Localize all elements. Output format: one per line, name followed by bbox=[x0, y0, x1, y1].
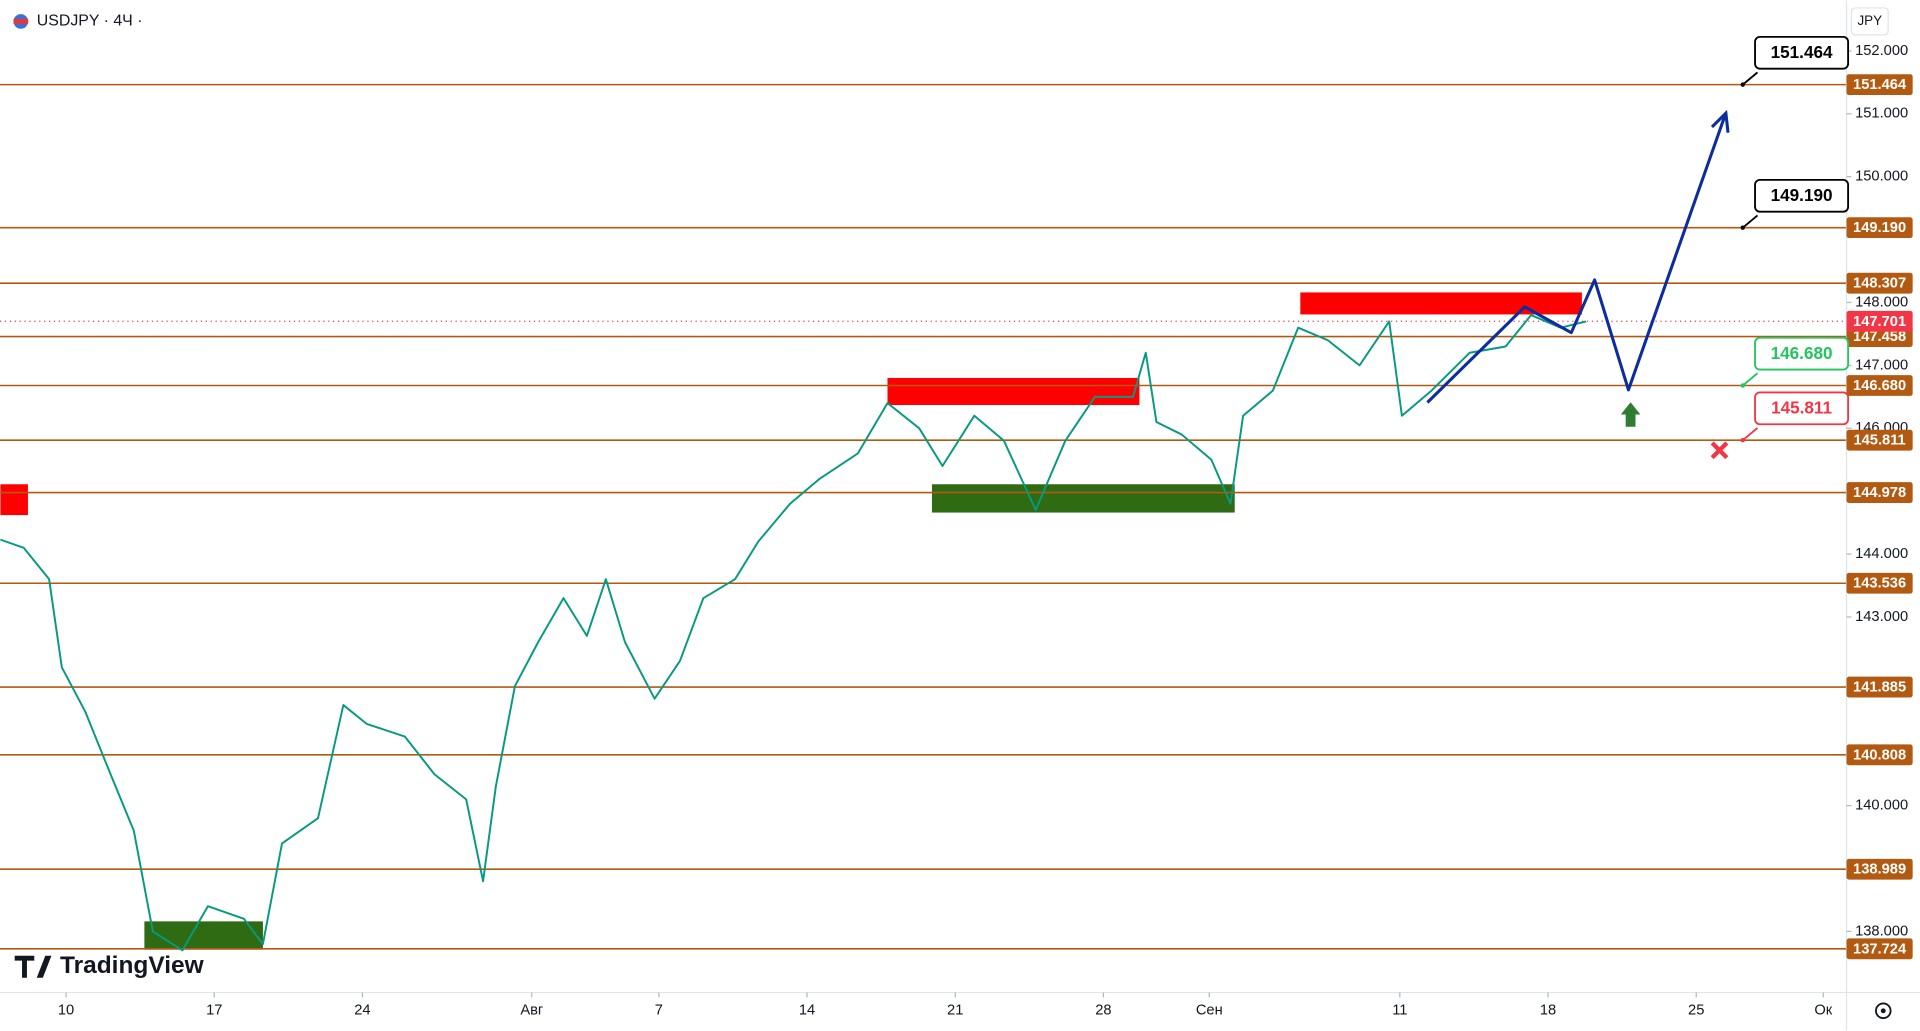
x-tick-label: Авг bbox=[520, 1003, 543, 1019]
level-label: 137.724 bbox=[1853, 941, 1907, 957]
callout-connector bbox=[1742, 214, 1759, 229]
callout-box bbox=[1754, 178, 1850, 213]
buy-arrow bbox=[1620, 402, 1641, 427]
callout-connector bbox=[1742, 427, 1759, 441]
x-tick-label: 21 bbox=[947, 1003, 963, 1019]
x-tick-label: 14 bbox=[799, 1003, 815, 1019]
x-tick-label: 11 bbox=[1392, 1003, 1407, 1019]
level-label-box bbox=[1846, 744, 1913, 766]
level-label: 151.464 bbox=[1853, 77, 1907, 93]
logo-mark bbox=[14, 955, 52, 978]
x-tick-label: 25 bbox=[1688, 1003, 1704, 1019]
currency: JPY bbox=[1857, 13, 1882, 28]
x-tick-label: 10 bbox=[58, 1003, 74, 1019]
level-label: 148.307 bbox=[1853, 276, 1906, 292]
projection-path bbox=[1426, 112, 1728, 404]
level-label-box bbox=[1846, 858, 1913, 880]
level-label: 149.190 bbox=[1853, 220, 1906, 236]
y-tick-label: 144.000 bbox=[1855, 546, 1908, 562]
callout-label: 146.680 bbox=[1771, 343, 1833, 363]
stop-cross bbox=[1710, 441, 1729, 460]
y-tick-label: 138.000 bbox=[1855, 923, 1908, 939]
gear[interactable] bbox=[1875, 1002, 1892, 1020]
callout-box bbox=[1754, 336, 1850, 371]
x-tick-label: Сен bbox=[1196, 1003, 1223, 1019]
level-label-box bbox=[1846, 272, 1913, 294]
level-label-box bbox=[1846, 375, 1913, 396]
y-tick-label: 148.000 bbox=[1855, 294, 1908, 310]
symbol-header: USDJPY · 4Ч · bbox=[13, 13, 143, 30]
x-tick-label: 28 bbox=[1095, 1003, 1111, 1019]
x-tick-label: Ок bbox=[1814, 1003, 1832, 1019]
brand-logo: TradingView bbox=[14, 952, 205, 979]
level-label: 138.989 bbox=[1853, 862, 1906, 878]
x-tick-label: 18 bbox=[1540, 1003, 1556, 1019]
level-label-box bbox=[1846, 676, 1913, 698]
flag-icon bbox=[13, 18, 29, 24]
projection-arrowhead bbox=[1710, 109, 1730, 133]
current-price-label: 147.701 bbox=[1853, 314, 1906, 330]
callout-label: 149.190 bbox=[1771, 185, 1833, 205]
price-line bbox=[0, 314, 1587, 952]
current-price-box bbox=[1846, 310, 1913, 332]
brand: TradingView bbox=[60, 952, 205, 979]
callout-label: 145.811 bbox=[1771, 397, 1832, 417]
level-label: 144.978 bbox=[1853, 485, 1906, 501]
level-label-box bbox=[1846, 217, 1913, 239]
level-label-box bbox=[1846, 938, 1913, 960]
zone bbox=[931, 484, 1235, 513]
zone bbox=[0, 484, 28, 516]
level-label: 143.536 bbox=[1853, 576, 1906, 592]
callout-connector bbox=[1742, 372, 1759, 387]
x-tick-label: 7 bbox=[655, 1003, 663, 1019]
zone bbox=[1300, 292, 1582, 315]
callout-box bbox=[1754, 391, 1850, 426]
level-label: 145.811 bbox=[1853, 433, 1905, 449]
y-tick-label: 152.000 bbox=[1855, 43, 1908, 59]
settings-icon[interactable] bbox=[1875, 1002, 1892, 1020]
level-label: 140.808 bbox=[1853, 747, 1906, 763]
y-tick-label: 151.000 bbox=[1855, 106, 1908, 122]
plot-area bbox=[0, 83, 1847, 952]
level-label: 141.885 bbox=[1853, 680, 1906, 696]
x-tick-label: 17 bbox=[206, 1003, 222, 1019]
symbol-title: USDJPY · 4Ч · bbox=[37, 13, 143, 30]
gear-center bbox=[1880, 1008, 1886, 1014]
currency-box[interactable] bbox=[1850, 7, 1889, 36]
y-tick-label: 143.000 bbox=[1855, 609, 1908, 625]
zone bbox=[144, 921, 263, 950]
callout-box bbox=[1754, 35, 1850, 70]
y-tick-label: 140.000 bbox=[1855, 798, 1908, 814]
y-axis: 152.000151.000150.000148.000147.000146.0… bbox=[1846, 43, 1913, 960]
y-tick-label: 150.000 bbox=[1855, 169, 1908, 185]
x-tick-label: 24 bbox=[354, 1003, 370, 1019]
callout-connector bbox=[1742, 71, 1759, 86]
level-label-box bbox=[1846, 572, 1913, 594]
level-label-box bbox=[1846, 482, 1913, 503]
zone bbox=[887, 377, 1140, 406]
callout-label: 151.464 bbox=[1771, 42, 1833, 62]
level-label: 147.458 bbox=[1853, 329, 1906, 345]
y-tick-label: 147.000 bbox=[1855, 357, 1908, 373]
x-axis: 10 17 24 Авг 7 14 21 28 Сен 11 18 25 Ок bbox=[58, 992, 1833, 1019]
level-label-box bbox=[1846, 429, 1913, 451]
level-label-box bbox=[1846, 74, 1913, 96]
level-label: 146.680 bbox=[1853, 378, 1906, 394]
